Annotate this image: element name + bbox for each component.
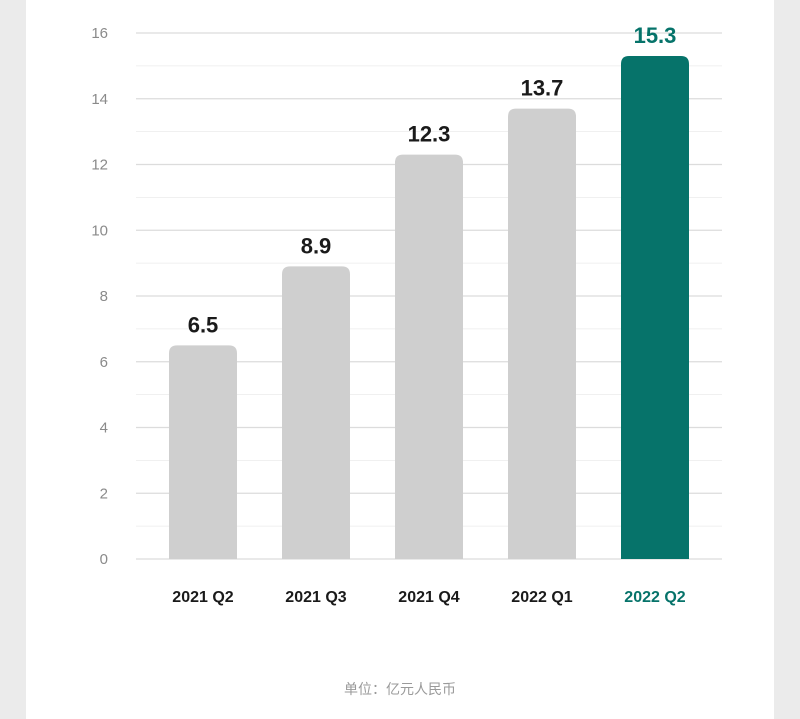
x-category-label: 2022 Q2 [624, 589, 685, 606]
y-tick-label: 12 [91, 157, 108, 174]
x-category-label: 2021 Q3 [285, 589, 346, 606]
y-tick-label: 2 [100, 485, 108, 502]
y-tick-label: 16 [91, 25, 108, 42]
unit-note: 单位：亿元人民币 [344, 682, 456, 698]
y-tick-label: 14 [91, 91, 108, 108]
bar-2022-q1 [508, 108, 576, 560]
bar-value-label: 12.3 [408, 122, 451, 147]
bar-value-label: 13.7 [521, 76, 564, 101]
x-category-label: 2022 Q1 [511, 589, 572, 606]
y-tick-label: 8 [100, 288, 108, 305]
bar-2021-q3 [282, 266, 350, 559]
y-tick-label: 10 [91, 222, 108, 239]
bar-value-label: 6.5 [188, 312, 219, 337]
bar-2021-q4 [395, 154, 463, 559]
bar-value-label: 8.9 [301, 233, 332, 258]
x-category-label: 2021 Q2 [172, 589, 233, 606]
y-tick-label: 4 [100, 420, 108, 437]
bar-2022-q2 [621, 56, 689, 559]
chart-card: 0 2 4 6 8 10 12 14 16 6.5 2021 Q2 8.9 2021 Q3 12.3 202… [26, 0, 774, 719]
bar-2021-q2 [169, 345, 237, 559]
bar-chart: 0 2 4 6 8 10 12 14 16 6.5 2021 Q2 8.9 2021 Q3 12.3 202… [91, 23, 722, 606]
y-tick-label: 0 [100, 551, 108, 568]
x-category-label: 2021 Q4 [398, 589, 459, 606]
bar-value-label: 15.3 [634, 23, 677, 48]
y-tick-label: 6 [100, 354, 108, 371]
